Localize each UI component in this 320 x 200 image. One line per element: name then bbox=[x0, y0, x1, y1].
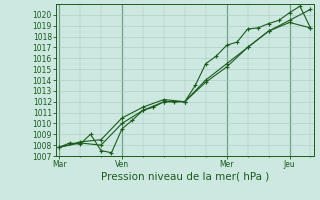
X-axis label: Pression niveau de la mer( hPa ): Pression niveau de la mer( hPa ) bbox=[101, 172, 269, 182]
